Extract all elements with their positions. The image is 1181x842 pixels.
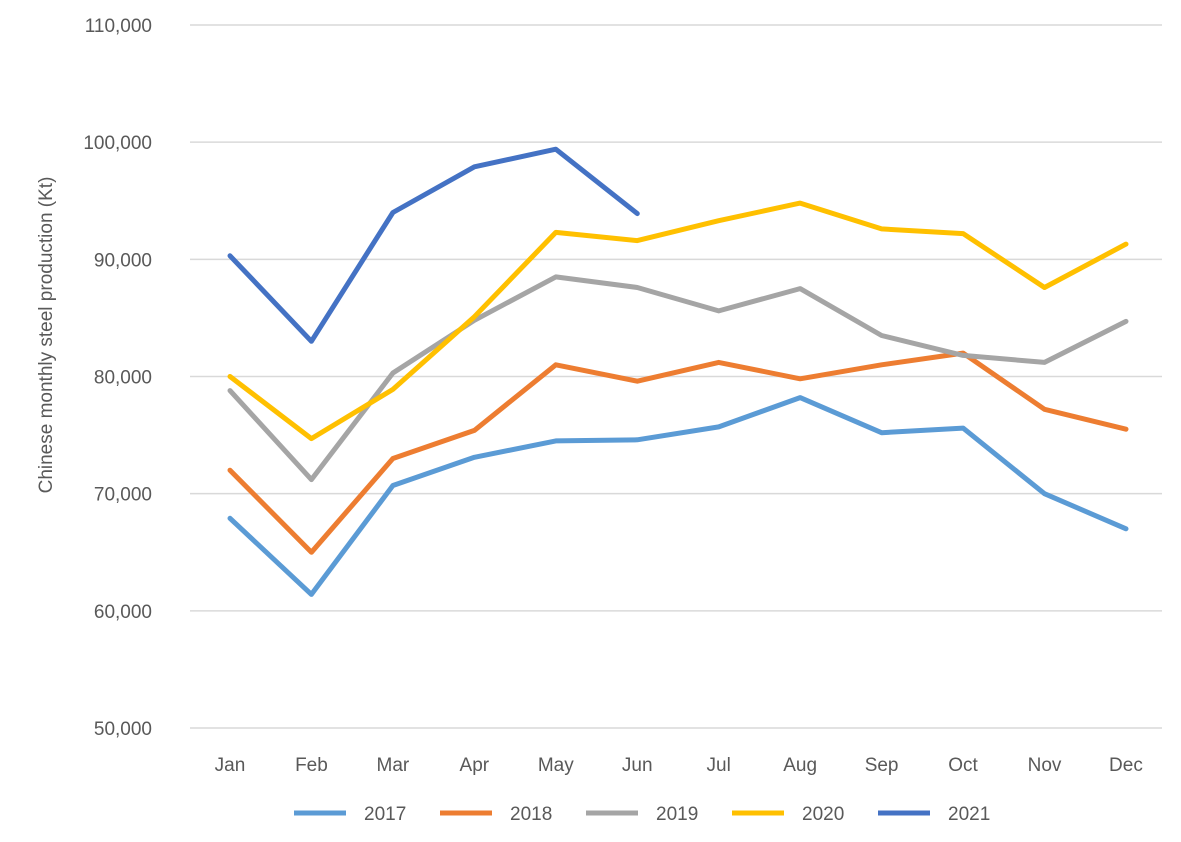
series-line-2021 [227, 146, 640, 344]
legend-label-2017: 2017 [364, 804, 406, 825]
x-tick-label: Oct [948, 755, 978, 776]
legend: 2017 2018 2019 2020 2021 [294, 804, 990, 825]
legend-label-2018: 2018 [510, 804, 552, 825]
x-axis-ticks: Jan Feb Mar Apr May Jun Jul Aug Sep Oct Nov Dec [215, 755, 1143, 776]
y-tick-label: 100,000 [83, 133, 152, 154]
x-tick-label: Jul [707, 755, 731, 776]
x-tick-label: Feb [295, 755, 328, 776]
series-line-2017 [227, 395, 1129, 597]
y-tick-label: 60,000 [94, 602, 152, 623]
y-tick-label: 110,000 [85, 16, 152, 37]
legend-label-2021: 2021 [948, 804, 990, 825]
legend-label-2020: 2020 [802, 804, 844, 825]
x-tick-label: Nov [1028, 755, 1062, 776]
y-tick-label: 50,000 [94, 719, 152, 740]
x-tick-label: Dec [1109, 755, 1143, 776]
series-line-2019 [227, 274, 1129, 483]
x-tick-label: Jun [622, 755, 653, 776]
x-tick-label: Mar [377, 755, 410, 776]
legend-label-2019: 2019 [656, 804, 698, 825]
x-tick-label: Jan [215, 755, 246, 776]
series-line-2018 [227, 350, 1129, 555]
x-tick-label: Aug [783, 755, 817, 776]
y-axis-title: Chinese monthly steel production (Kt) [36, 177, 57, 494]
y-tick-label: 80,000 [94, 368, 152, 389]
y-tick-label: 90,000 [94, 250, 152, 271]
x-tick-label: May [538, 755, 574, 776]
x-tick-label: Apr [460, 755, 490, 776]
series-lines [227, 146, 1129, 597]
series-line-2020 [227, 200, 1129, 442]
y-axis-ticks: 50,000 60,000 70,000 80,000 90,000 100,000 110… [83, 16, 152, 740]
y-tick-label: 70,000 [94, 485, 152, 506]
gridlines [190, 24, 1162, 729]
x-tick-label: Sep [865, 755, 899, 776]
